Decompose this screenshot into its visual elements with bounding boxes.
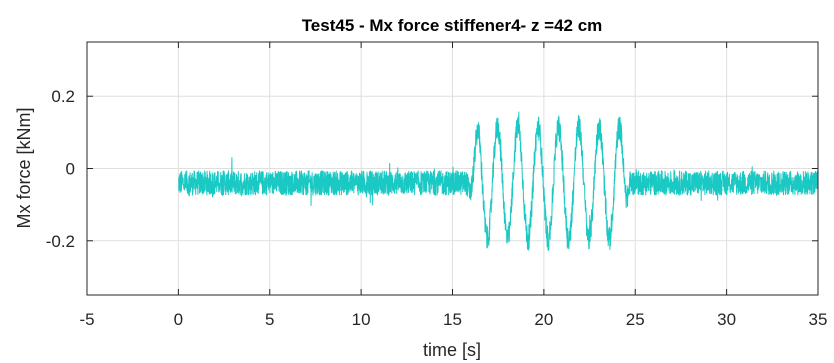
x-tick-label: -5: [79, 310, 94, 329]
data-series: [177, 111, 819, 251]
x-tick-label: 0: [174, 310, 183, 329]
x-axis-label: time [s]: [423, 340, 481, 360]
x-tick-label: 35: [809, 310, 828, 329]
x-tick-label: 15: [443, 310, 462, 329]
y-axis-label: Mx force [kNm]: [14, 107, 34, 228]
series-line: [177, 111, 819, 251]
chart-title: Test45 - Mx force stiffener4- z =42 cm: [302, 16, 603, 35]
y-tick-label: 0: [66, 160, 75, 179]
x-tick-label: 30: [717, 310, 736, 329]
y-tick-label: 0.2: [51, 87, 75, 106]
y-tick-label: -0.2: [46, 232, 75, 251]
ticks: -5 0 5 10 15 20 25 30 35 -0.2 0 0.2: [46, 42, 828, 329]
x-tick-label: 10: [352, 310, 371, 329]
x-tick-label: 20: [534, 310, 553, 329]
grid: [86, 42, 819, 295]
x-tick-label: 25: [626, 310, 645, 329]
x-tick-label: 5: [265, 310, 274, 329]
